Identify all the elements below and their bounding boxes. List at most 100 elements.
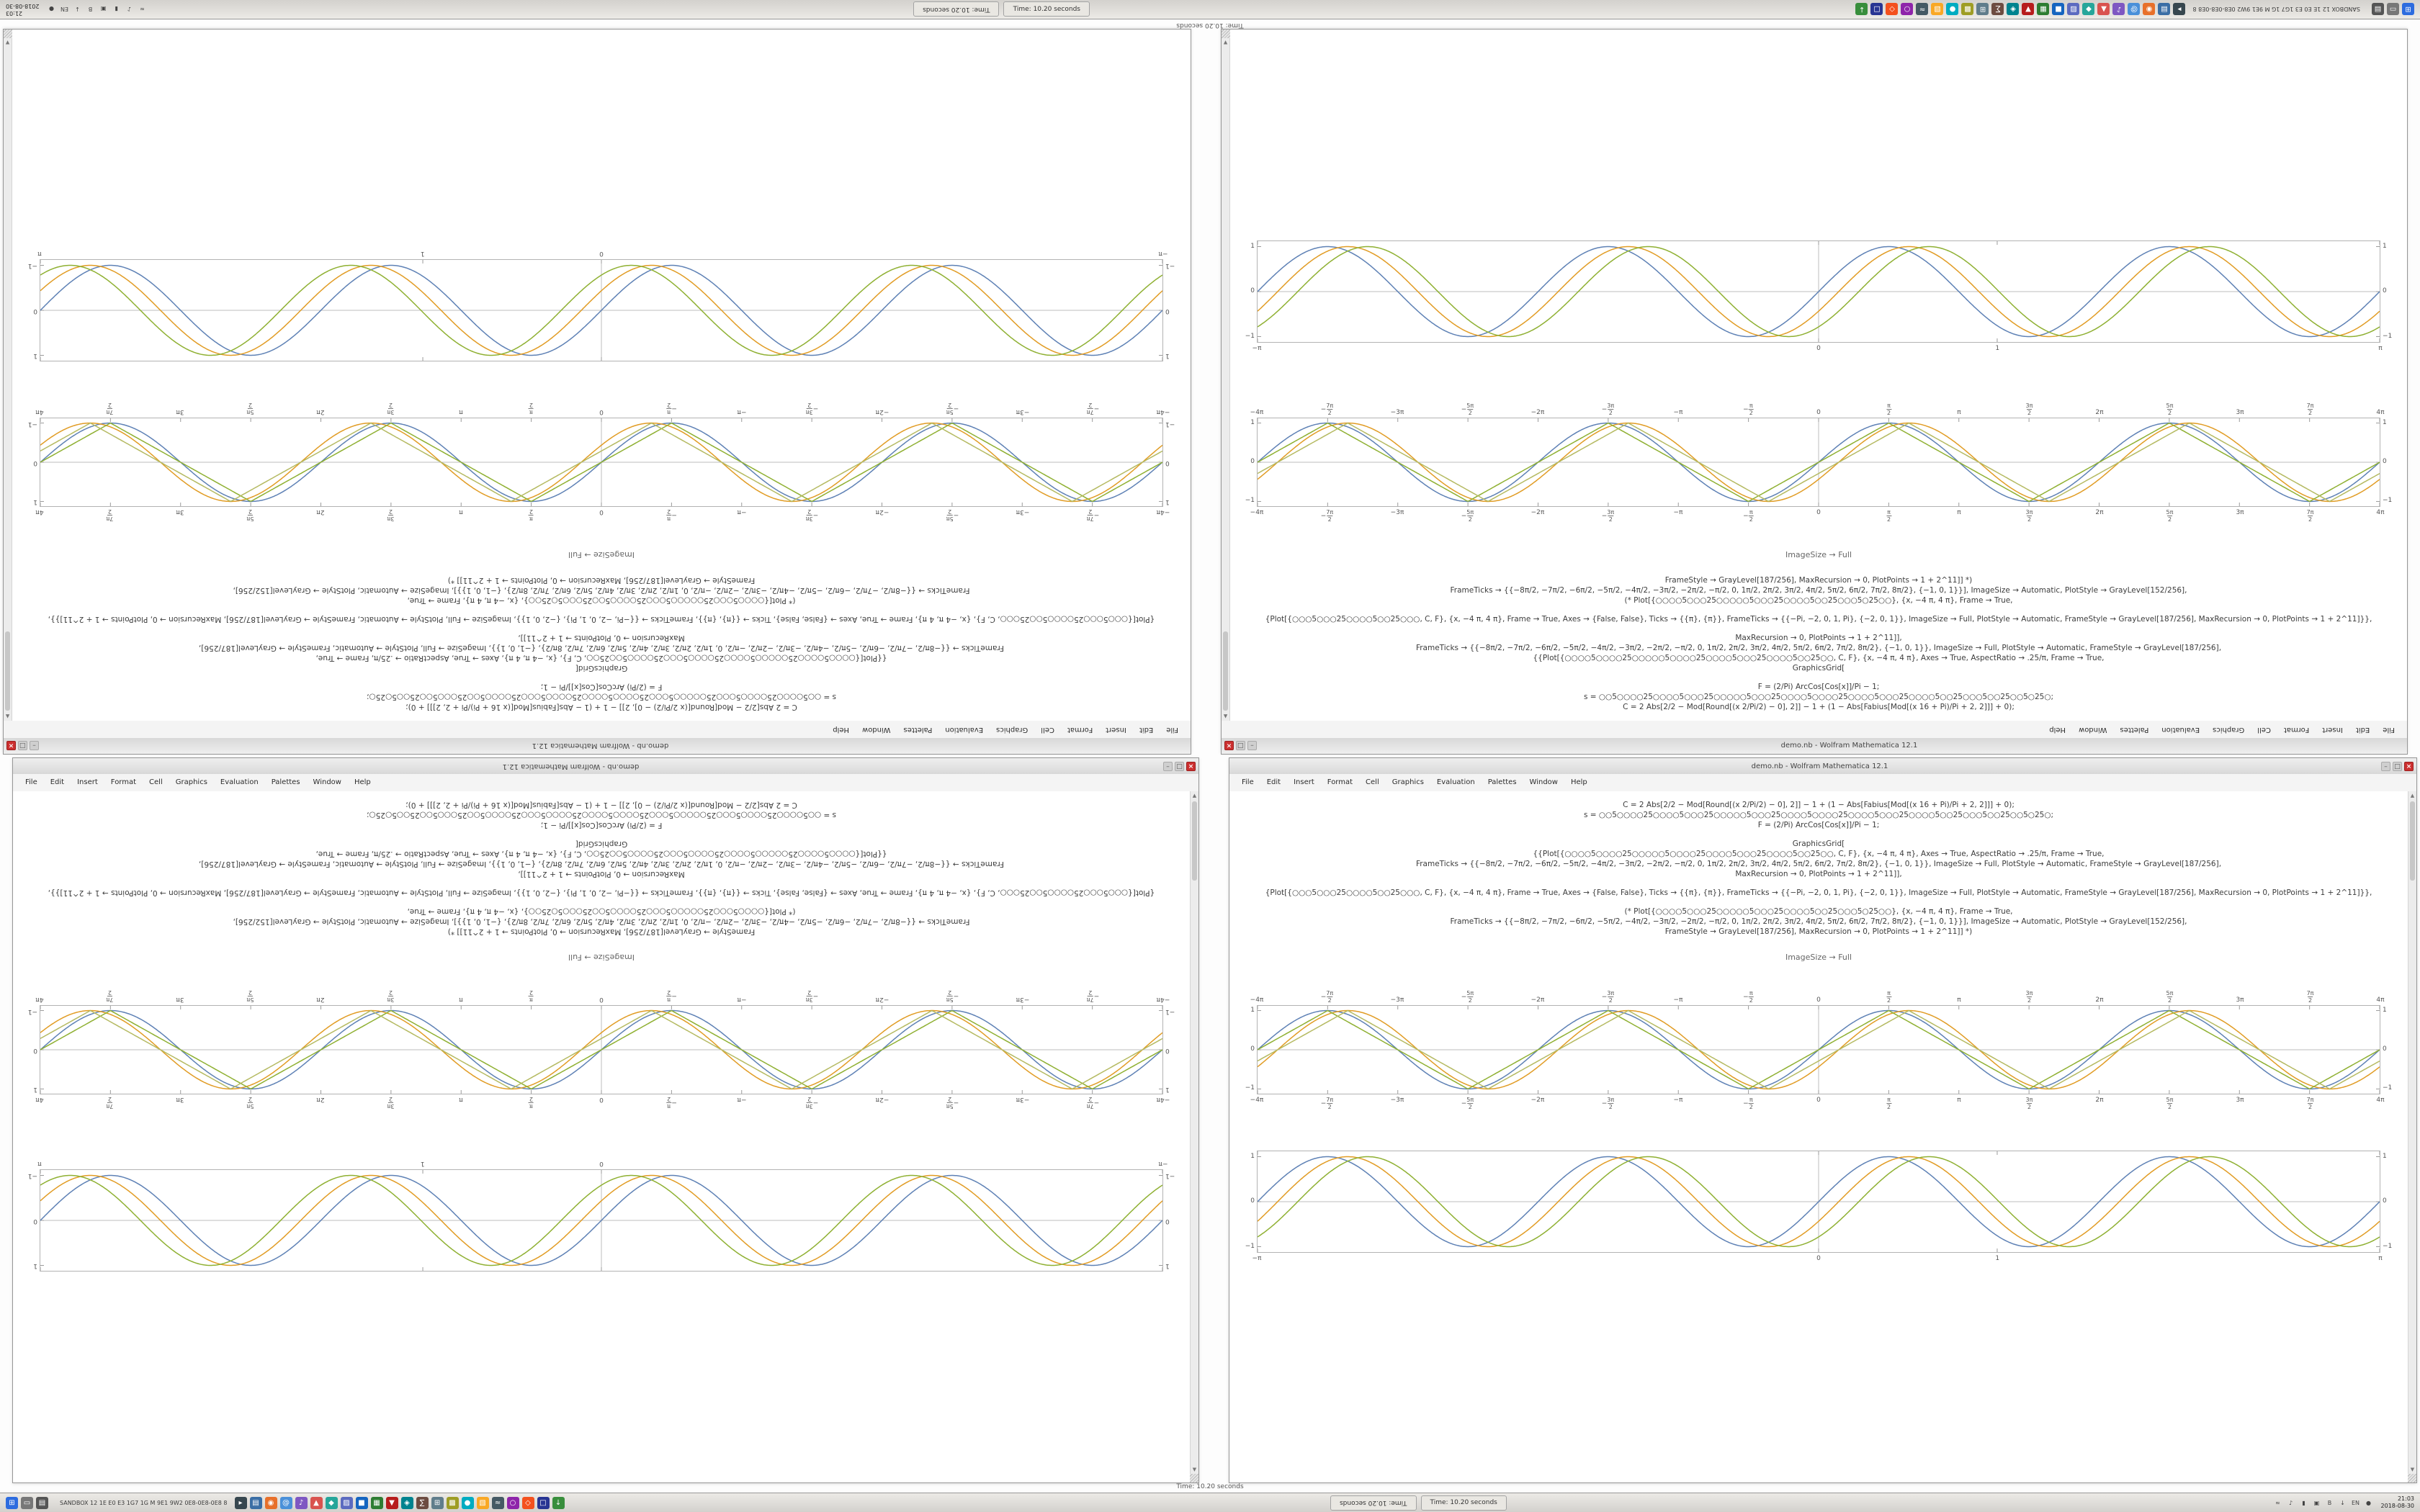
menu-window[interactable]: Window — [2079, 726, 2107, 734]
code-line[interactable]: MaxRecursion → 0, PlotPoints → 1 + 2^11]… — [1735, 634, 1902, 642]
notification-icon[interactable]: ● — [49, 6, 54, 13]
code-line[interactable]: GraphicsGrid[ — [575, 664, 628, 672]
code-line[interactable]: F = (2/Pi) ArcCos[Cos[x]]/Pi − 1; — [540, 821, 663, 829]
battery-icon[interactable]: ▮ — [115, 6, 118, 13]
ide-icon[interactable]: ◈ — [2007, 3, 2020, 16]
clipboard-icon[interactable]: ▣ — [2313, 1499, 2320, 1506]
code-line[interactable]: F = (2/Pi) ArcCos[Cos[x]]/Pi − 1; — [1757, 683, 1880, 691]
maximize-button[interactable]: □ — [2393, 761, 2402, 771]
screenshot-icon[interactable]: ○ — [1901, 3, 1914, 16]
code-line[interactable]: s = ○○5○○○○25○○○○5○○○25○○○○○5○○○25○○○○5○… — [366, 811, 837, 819]
text-editor-icon[interactable]: ▨ — [2067, 3, 2080, 16]
vertical-scrollbar[interactable]: ▲ ▼ — [4, 38, 12, 721]
files-launcher-icon[interactable]: ▤ — [36, 1496, 48, 1509]
code-line[interactable]: {{Plot[{○○○○5○○○○25○○○○○5○○○○25○○○○5○○○2… — [1533, 850, 2105, 858]
code-line[interactable]: FrameTicks → {{−8π/2, −7π/2, −6π/2, −5π/… — [1415, 644, 2222, 652]
menu-graphics[interactable]: Graphics — [175, 778, 207, 786]
menu-edit[interactable]: Edit — [2355, 726, 2370, 734]
menu-cell[interactable]: Cell — [1041, 726, 1054, 734]
code-line[interactable]: FrameTicks → {{−8π/2, −7π/2, −6π/2, −5π/… — [233, 917, 970, 926]
pdf-viewer-icon[interactable]: ▼ — [2022, 3, 2035, 16]
system-monitor-icon[interactable]: ≈ — [1916, 3, 1929, 16]
terminal-icon[interactable]: ▸ — [2173, 3, 2186, 16]
menu-format[interactable]: Format — [1067, 726, 1093, 734]
media-player-icon[interactable]: ▲ — [2097, 3, 2110, 16]
updates-icon[interactable]: ↓ — [75, 6, 80, 13]
scroll-up-arrow-icon[interactable]: ▲ — [5, 714, 10, 719]
media-player-icon[interactable]: ▲ — [310, 1496, 323, 1509]
file-manager-icon[interactable]: ▤ — [249, 1496, 262, 1509]
file-manager-icon[interactable]: ▤ — [2158, 3, 2171, 16]
notes-icon[interactable]: ▧ — [1931, 3, 1944, 16]
battery-icon[interactable]: ▮ — [2302, 1499, 2305, 1506]
code-line[interactable]: FrameTicks → {{−8π/2, −7π/2, −6π/2, −5π/… — [1415, 860, 2222, 868]
code-line[interactable]: FrameStyle → GrayLevel[187/256], MaxRecu… — [447, 927, 756, 936]
volume-icon[interactable]: ♪ — [2288, 1499, 2293, 1506]
minimize-button[interactable]: – — [30, 741, 39, 751]
minimize-button[interactable]: – — [2381, 761, 2390, 771]
scrollbar-thumb[interactable] — [2410, 801, 2415, 881]
files-launcher-icon[interactable]: ▤ — [2372, 3, 2384, 16]
chat-icon[interactable]: ● — [461, 1496, 474, 1509]
menu-edit[interactable]: Edit — [1266, 778, 1281, 786]
office-writer-icon[interactable]: ■ — [355, 1496, 368, 1509]
vertical-scrollbar[interactable]: ▲ ▼ — [1190, 791, 1198, 1474]
menu-window[interactable]: Window — [862, 726, 891, 734]
menu-edit[interactable]: Edit — [1139, 726, 1154, 734]
mathematica-window-right[interactable]: demo.nb - Wolfram Mathematica 12.1 – □ ×… — [3, 29, 1191, 755]
vertical-scrollbar[interactable]: ▲ ▼ — [2408, 791, 2416, 1474]
code-line[interactable]: FrameTicks → {{−8π/2, −7π/2, −6π/2, −5π/… — [1450, 917, 2187, 926]
menu-palettes[interactable]: Palettes — [271, 778, 300, 786]
resize-grip[interactable] — [1222, 30, 1230, 38]
menu-help[interactable]: Help — [354, 778, 371, 786]
keyboard-layout-icon[interactable]: EN — [60, 6, 69, 13]
code-line[interactable]: GraphicsGrid[ — [575, 840, 628, 848]
settings-icon[interactable]: ⊞ — [431, 1496, 444, 1509]
scrollbar-thumb[interactable] — [1223, 631, 1228, 711]
window-titlebar[interactable]: demo.nb - Wolfram Mathematica 12.1 – □ × — [4, 737, 1191, 754]
scroll-down-arrow-icon[interactable]: ▼ — [1223, 40, 1228, 45]
scrollbar-thumb[interactable] — [5, 631, 10, 711]
taskbar-window-button-right[interactable]: Time: 10.20 seconds — [1420, 1495, 1507, 1511]
code-line[interactable]: {{Plot[{○○○○5○○○○25○○○○○5○○○○25○○○○5○○○2… — [315, 850, 887, 858]
scroll-up-arrow-icon[interactable]: ▲ — [2410, 793, 2415, 798]
mail-icon[interactable]: @ — [2128, 3, 2141, 16]
menu-evaluation[interactable]: Evaluation — [1436, 778, 1475, 786]
notebook-content[interactable]: C = 2 Abs[2/2 − Mod[Round[(x 2/Pi/2) − 0… — [13, 791, 1190, 1482]
code-line[interactable]: {Plot[{○○○5○○○25○○○○5○○25○○○, C, F}, {x,… — [48, 615, 1155, 624]
notebook-content[interactable]: C = 2 Abs[2/2 − Mod[Round[(x 2/Pi/2) − 0… — [1230, 30, 2407, 721]
maximize-button[interactable]: □ — [1236, 741, 1245, 751]
notes-icon[interactable]: ▧ — [476, 1496, 489, 1509]
office-calc-icon[interactable]: ▦ — [2037, 3, 2050, 16]
mail-icon[interactable]: @ — [279, 1496, 292, 1509]
terminal-icon[interactable]: ▸ — [234, 1496, 247, 1509]
menu-insert[interactable]: Insert — [1294, 778, 1314, 786]
menu-palettes[interactable]: Palettes — [2120, 726, 2149, 734]
minimize-button[interactable]: – — [1247, 741, 1257, 751]
archive-icon[interactable]: ▩ — [1961, 3, 1974, 16]
taskbar-window-button-left[interactable]: Time: 10.20 seconds — [1003, 1, 1090, 17]
pdf-viewer-icon[interactable]: ▼ — [385, 1496, 398, 1509]
menu-evaluation[interactable]: Evaluation — [2161, 726, 2200, 734]
window-titlebar[interactable]: demo.nb - Wolfram Mathematica 12.1 – □ × — [1229, 758, 2416, 775]
code-line[interactable]: FrameStyle → GrayLevel[187/256], MaxRecu… — [447, 576, 756, 585]
notebook-content[interactable]: C = 2 Abs[2/2 − Mod[Round[(x 2/Pi/2) − 0… — [1229, 791, 2408, 1482]
updates-icon[interactable]: ↓ — [2340, 1499, 2345, 1506]
code-line[interactable]: s = ○○5○○○○25○○○○5○○○25○○○○○5○○○25○○○○5○… — [1583, 811, 2054, 819]
chat-icon[interactable]: ● — [1946, 3, 1959, 16]
scroll-up-arrow-icon[interactable]: ▲ — [1223, 714, 1228, 719]
menu-edit[interactable]: Edit — [50, 778, 65, 786]
office-writer-icon[interactable]: ■ — [2052, 3, 2065, 16]
scroll-up-arrow-icon[interactable]: ▲ — [1192, 793, 1197, 798]
clipboard-icon[interactable]: ▣ — [100, 6, 107, 13]
calculator-icon[interactable]: ∑ — [416, 1496, 429, 1509]
color-picker-icon[interactable]: ◇ — [1886, 3, 1899, 16]
menu-insert[interactable]: Insert — [77, 778, 98, 786]
vm-icon[interactable]: □ — [1870, 3, 1883, 16]
menu-cell[interactable]: Cell — [2257, 726, 2271, 734]
menu-evaluation[interactable]: Evaluation — [945, 726, 984, 734]
menu-file[interactable]: File — [2383, 726, 2395, 734]
code-line[interactable]: C = 2 Abs[2/2 − Mod[Round[(x 2/Pi/2) − 0… — [1623, 801, 2015, 809]
text-editor-icon[interactable]: ▨ — [340, 1496, 353, 1509]
office-calc-icon[interactable]: ▦ — [370, 1496, 383, 1509]
